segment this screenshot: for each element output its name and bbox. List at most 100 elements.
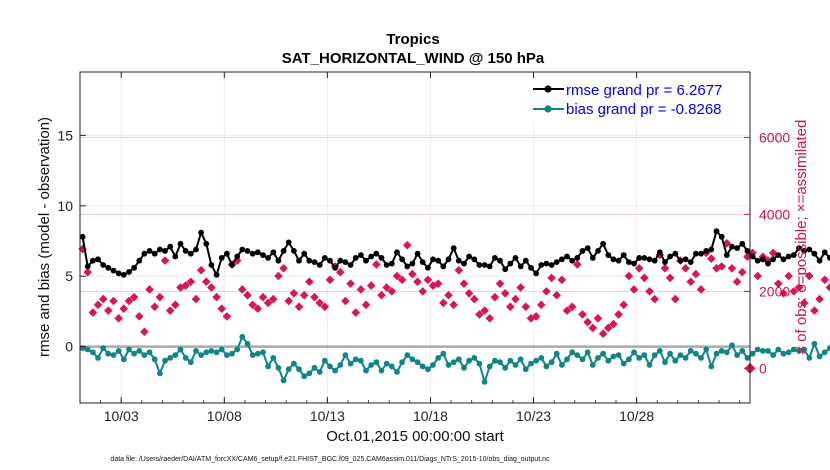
rmse-point bbox=[507, 260, 514, 267]
rmse-point bbox=[388, 260, 395, 267]
rmse-point bbox=[182, 248, 189, 254]
bias-point bbox=[363, 367, 369, 374]
rmse-point bbox=[115, 270, 122, 277]
bias-point bbox=[461, 364, 467, 371]
obs-marker bbox=[366, 281, 376, 290]
rmse-point bbox=[213, 271, 220, 278]
rmse-point bbox=[198, 229, 205, 236]
bias-point bbox=[218, 346, 225, 353]
rmse-point bbox=[646, 256, 653, 263]
bias-point bbox=[450, 359, 457, 366]
rmse-point bbox=[636, 255, 643, 261]
obs-marker bbox=[315, 298, 324, 308]
bias-point bbox=[224, 352, 230, 358]
x-tick-label-1: 10/08 bbox=[207, 408, 242, 424]
rmse-point bbox=[358, 252, 364, 258]
obs-marker bbox=[346, 279, 355, 288]
bias-point bbox=[296, 366, 302, 373]
bias-point bbox=[626, 356, 632, 363]
obs-marker bbox=[480, 306, 489, 315]
obs-marker bbox=[459, 279, 469, 288]
obs-marker bbox=[351, 308, 361, 317]
obs-marker bbox=[439, 298, 448, 308]
rmse-point bbox=[126, 269, 132, 275]
bias-point bbox=[383, 360, 390, 367]
rmse-point bbox=[739, 240, 746, 247]
rmse-point bbox=[270, 249, 277, 256]
rmse-point bbox=[471, 256, 478, 263]
bias-point bbox=[718, 348, 725, 354]
bias-point bbox=[332, 367, 338, 374]
grid-lines bbox=[80, 72, 750, 403]
rmse-point bbox=[321, 255, 328, 261]
obs-marker bbox=[356, 285, 366, 294]
obs-marker bbox=[567, 302, 577, 312]
bias-point bbox=[177, 346, 184, 353]
rmse-point bbox=[821, 249, 828, 256]
rmse-point bbox=[100, 262, 107, 268]
rmse-point bbox=[347, 262, 354, 268]
rmse-point bbox=[729, 243, 735, 250]
bias-point bbox=[358, 357, 364, 364]
rmse-point bbox=[538, 262, 545, 268]
obs-marker bbox=[588, 323, 598, 333]
rmse-point bbox=[713, 228, 720, 235]
y-right-tick-label-2: 4000 bbox=[759, 206, 790, 222]
obs-marker bbox=[305, 277, 314, 287]
rmse-point bbox=[445, 256, 452, 263]
bias-point bbox=[708, 363, 715, 370]
rmse-point bbox=[734, 245, 740, 252]
rmse-point bbox=[177, 240, 184, 247]
rmse-point bbox=[440, 263, 447, 270]
rmse-point bbox=[203, 240, 210, 247]
legend-label-bias: bias grand pr = -0.8268 bbox=[566, 101, 722, 118]
y-tick-label-2: 10 bbox=[57, 198, 73, 214]
rmse-point bbox=[615, 257, 622, 264]
rmse-point bbox=[687, 259, 694, 265]
rmse-point bbox=[120, 271, 127, 278]
bias-point bbox=[394, 369, 400, 375]
obs-marker bbox=[274, 271, 283, 281]
bias-point bbox=[208, 348, 215, 354]
rmse-point bbox=[90, 257, 96, 264]
rmse-point bbox=[533, 270, 539, 277]
obs-marker bbox=[794, 283, 804, 292]
bias-point bbox=[301, 373, 308, 380]
obs-marker bbox=[335, 267, 345, 277]
obs-marker bbox=[320, 302, 330, 312]
bias-point bbox=[790, 346, 797, 353]
bias-point bbox=[249, 352, 256, 358]
bias-point bbox=[368, 362, 375, 368]
obs-marker bbox=[212, 292, 221, 302]
obs-marker bbox=[377, 290, 386, 300]
bias-point bbox=[569, 349, 576, 356]
rmse-point bbox=[157, 246, 163, 253]
rmse-point bbox=[765, 260, 771, 267]
obs-marker bbox=[763, 256, 773, 265]
obs-marker bbox=[516, 283, 525, 292]
bias-point bbox=[430, 362, 436, 368]
rmse-point bbox=[595, 248, 601, 254]
bias-point bbox=[646, 362, 653, 368]
bias-point bbox=[254, 350, 261, 357]
x-tick-label-0: 10/03 bbox=[104, 408, 139, 424]
obs-marker bbox=[624, 271, 634, 281]
bias-point bbox=[120, 356, 127, 363]
bias-point bbox=[651, 352, 658, 358]
x-tick-label-2: 10/13 bbox=[310, 408, 345, 424]
bias-point bbox=[723, 349, 730, 356]
obs-marker bbox=[650, 294, 659, 304]
bias-point bbox=[564, 356, 570, 363]
bias-point bbox=[306, 370, 313, 377]
bias-point bbox=[672, 357, 679, 364]
bias-point bbox=[528, 360, 534, 367]
obs-marker bbox=[707, 254, 716, 263]
bias-point bbox=[110, 352, 117, 358]
bias-point bbox=[79, 345, 86, 351]
obs-marker bbox=[640, 273, 649, 283]
bias-point bbox=[698, 355, 704, 361]
bias-point bbox=[151, 356, 158, 363]
obs-marker bbox=[804, 271, 814, 281]
rmse-point bbox=[801, 248, 807, 254]
bias-point bbox=[615, 352, 622, 358]
